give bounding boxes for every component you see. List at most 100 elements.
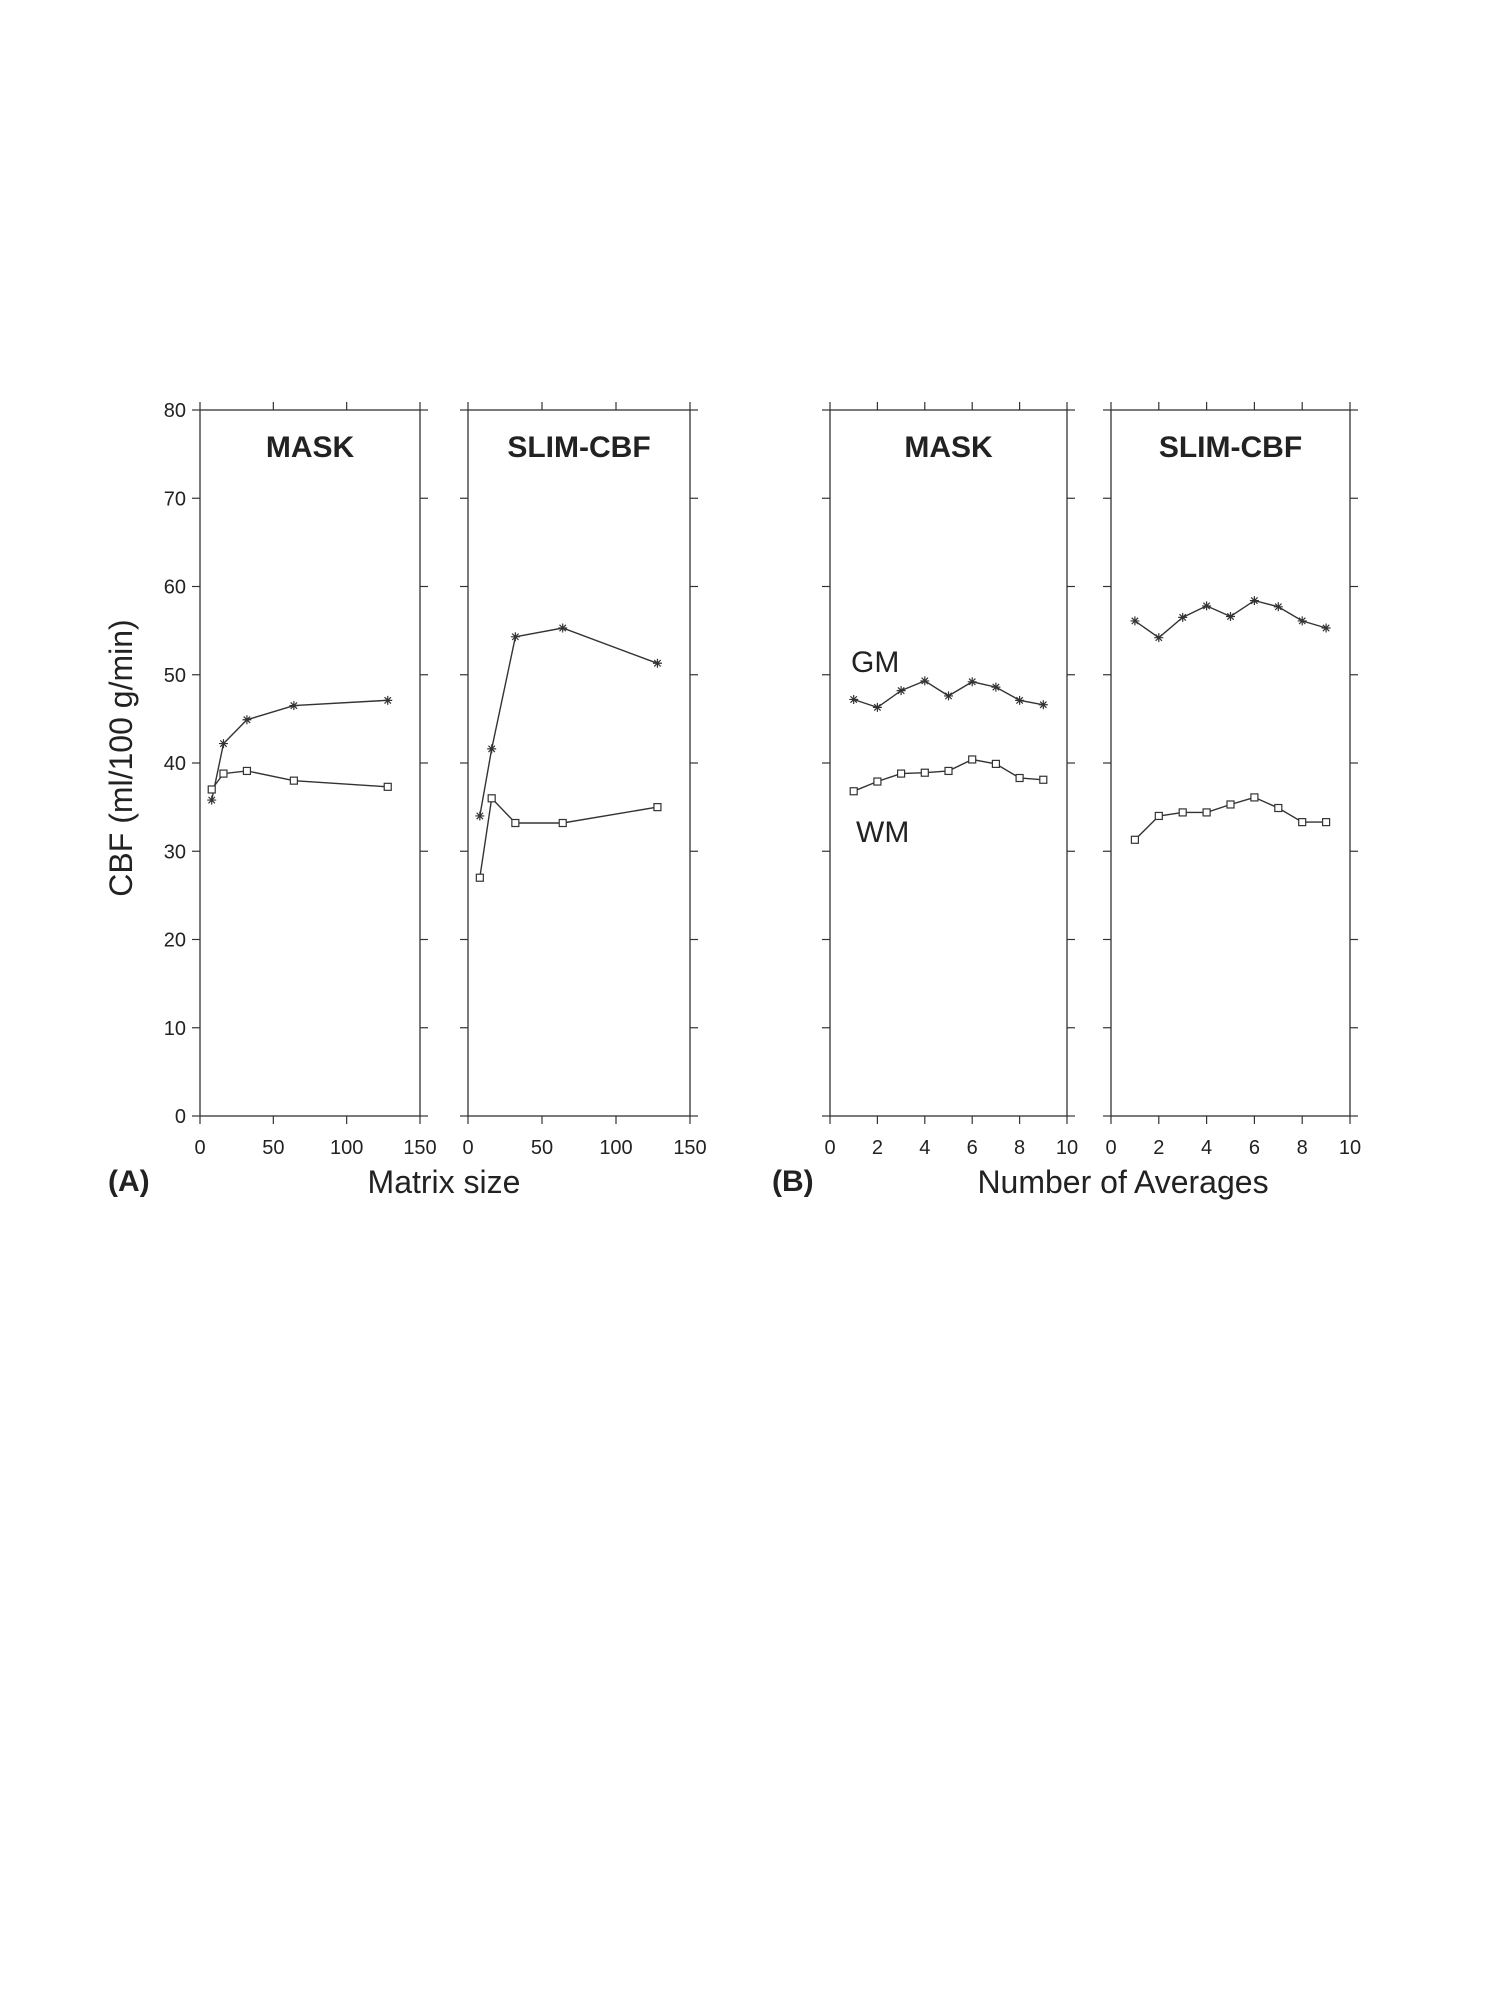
series-gm [207,695,393,805]
series-wm [207,766,392,794]
y-axis-title: CBF (ml/100 g/min) [103,619,139,896]
x-tick-label: 10 [1339,1137,1361,1159]
wm-point [653,803,662,812]
wm-point [944,766,953,776]
x-tick-label: 8 [1297,1137,1308,1159]
wm-point [558,818,567,828]
wm-point [1298,818,1307,827]
wm-point [873,777,882,786]
panel-a-letter: (A) [108,1165,150,1198]
series-wm [849,755,1048,796]
x-tick-label: 150 [403,1137,436,1159]
x-tick-label: 100 [330,1137,363,1159]
wm-point [1250,793,1259,802]
wm-point [896,769,906,778]
series-line-wm [853,758,1044,792]
y-tick-label: 50 [164,665,186,687]
wm-point [511,818,520,828]
gm-point [383,695,393,705]
plot-frame [829,409,1068,1117]
wm-point [219,769,228,778]
wm-point [289,776,298,785]
gm-point [1249,596,1259,606]
x-tick-label: 150 [673,1137,706,1159]
series-wm [475,794,662,882]
x-tick-label: 0 [824,1137,835,1159]
x-tick-label: 0 [462,1137,473,1159]
x-tick-label: 2 [872,1137,883,1159]
x-tick-label: 4 [919,1137,930,1159]
plot-frame [467,409,691,1117]
gm-point [1226,612,1235,622]
wm-series-label: WM [856,816,909,849]
gm-point [218,739,228,749]
panel-title: SLIM-CBF [1159,431,1302,464]
gm-point [849,694,859,704]
y-tick-label: 0 [175,1106,186,1128]
wm-point [1039,775,1048,784]
wm-point [991,759,1001,768]
gm-point [652,658,662,668]
wm-point [1015,773,1024,783]
gm-point [944,691,953,701]
panel-b-x-axis-title: Number of Averages [977,1164,1268,1200]
wm-point [1321,818,1331,827]
x-tick-label: 10 [1056,1137,1078,1159]
series-gm [475,623,662,821]
wm-point [207,785,216,794]
panel-title: MASK [266,431,355,464]
wm-point [242,766,252,776]
panel-b-mask: 0 2 4 6 8 10 MASK [822,402,1078,1159]
y-tick-label: 70 [164,488,186,510]
gm-point [487,744,497,754]
gm-point [207,795,217,805]
gm-point [991,682,1001,692]
gm-point [1321,623,1331,633]
gm-point [1154,633,1164,643]
panel-a-mask: 0 10 20 30 40 50 60 70 80 0 50 100 150 MASK [164,400,437,1159]
gm-point [967,677,977,687]
x-tick-label: 4 [1201,1137,1212,1159]
series-gm [1130,596,1331,643]
gm-point [475,811,485,821]
gm-point [1297,616,1307,626]
gm-point [920,676,930,686]
wm-point [1154,811,1163,821]
x-tick-label: 8 [1014,1137,1025,1159]
y-tick-label: 10 [164,1018,186,1040]
y-tick-label: 60 [164,577,186,599]
wm-point [383,782,392,791]
panel-a-x-axis-title: Matrix size [368,1164,521,1200]
panel-a-slim-cbf: 0 50 100 150 SLIM-CBF [460,402,707,1159]
wm-point [1202,808,1211,817]
gm-point [1178,612,1188,622]
series-line-wm [211,770,388,790]
gm-point [510,632,520,642]
y-tick-label: 30 [164,841,186,863]
wm-point [1130,835,1140,844]
gm-series-label: GM [851,646,899,679]
gm-point [1130,616,1140,626]
x-tick-label: 50 [262,1137,284,1159]
wm-point [475,873,484,882]
plot-frame [1110,409,1351,1117]
gm-point [289,701,299,711]
wm-point [1274,803,1283,813]
gm-point [896,686,906,696]
panel-title: MASK [904,431,993,464]
series-line-wm [479,796,658,878]
panel-b-slim-cbf: 0 2 4 6 8 10 SLIM-CBF [1103,402,1361,1159]
x-tick-label: 100 [599,1137,632,1159]
y-tick-label: 40 [164,753,186,775]
gm-point [1273,602,1283,612]
x-tick-label: 0 [194,1137,205,1159]
wm-point [968,755,977,764]
gm-point [1015,695,1025,705]
y-tick-label: 20 [164,930,186,952]
wm-point [849,787,858,796]
gm-point [242,715,252,725]
x-tick-label: 2 [1153,1137,1164,1159]
wm-point [920,768,929,777]
